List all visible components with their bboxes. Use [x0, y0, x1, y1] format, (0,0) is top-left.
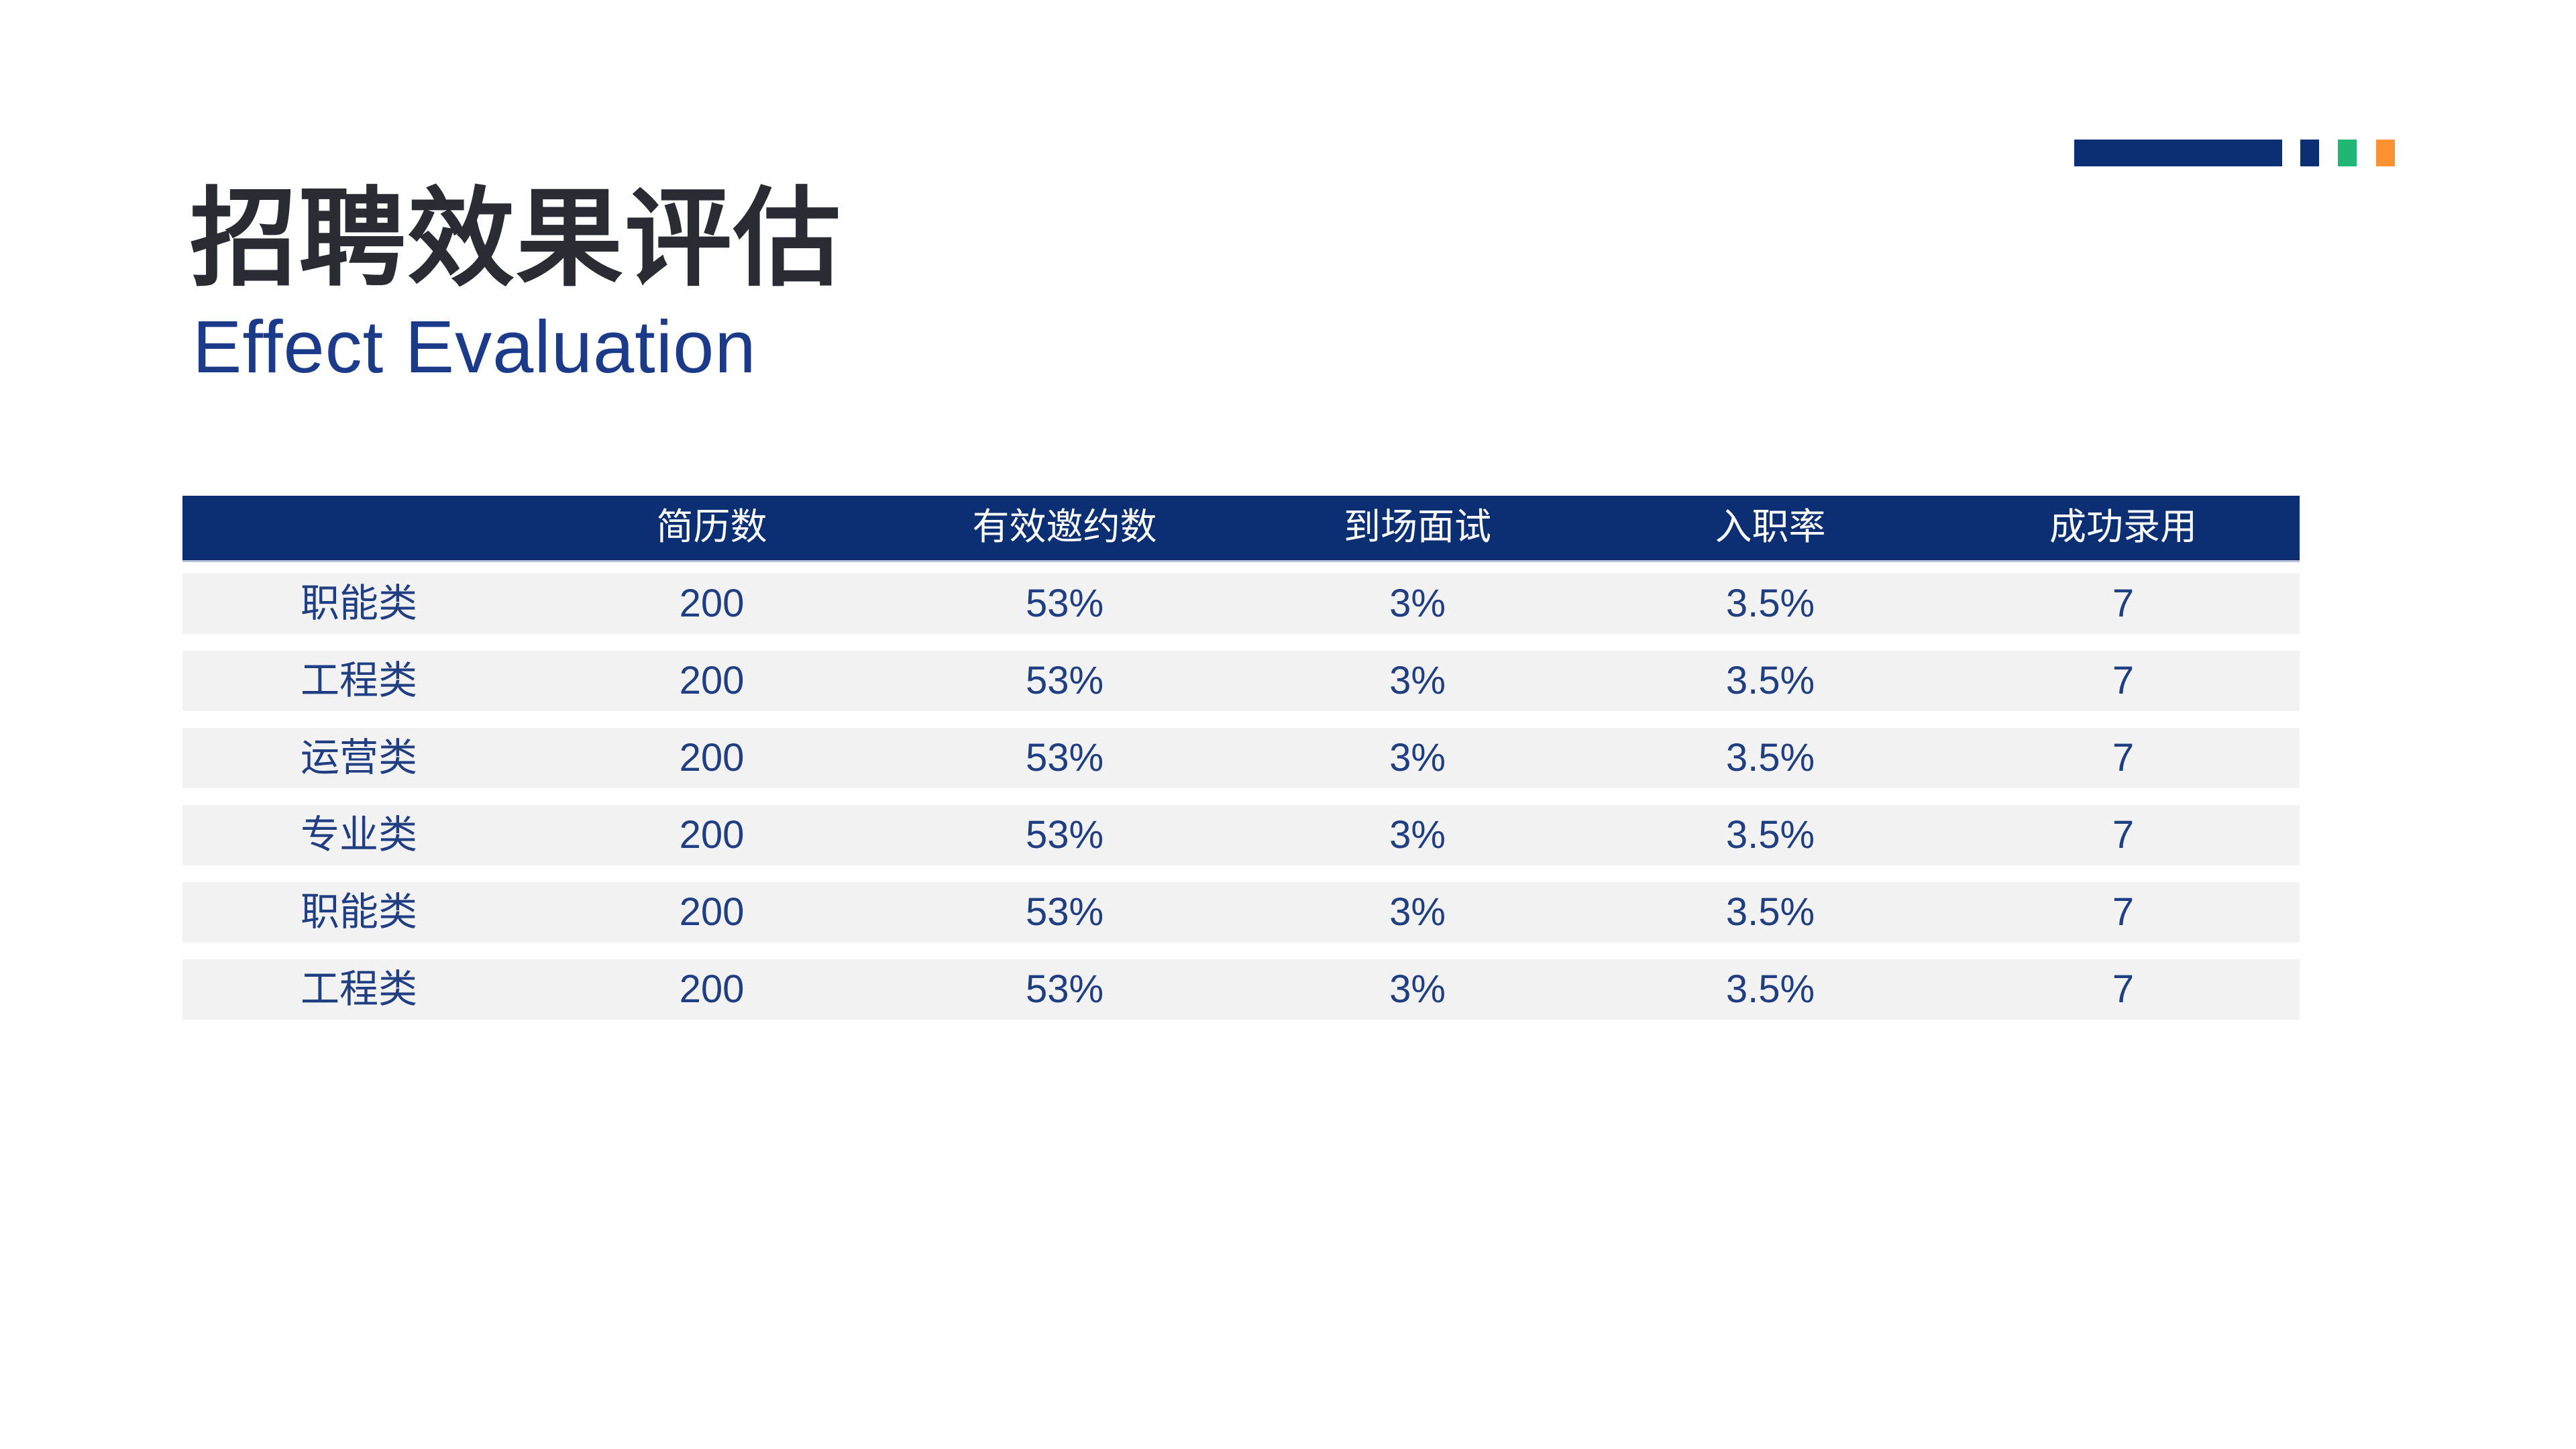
table-header-cell-interviews: 到场面试	[1343, 506, 1491, 547]
table-cell: 7	[2112, 582, 2135, 625]
table-cell: 200	[679, 890, 745, 934]
table-row: 工程类 200 53% 3% 3.5% 7	[182, 959, 2300, 1020]
table-cell: 53%	[1025, 582, 1104, 625]
table-header-cell-resumes: 简历数	[656, 506, 767, 547]
table-cell: 53%	[1025, 890, 1104, 934]
table-header-row: 简历数 有效邀约数 到场面试 入职率 成功录用	[182, 496, 2300, 560]
table-cell: 3%	[1389, 967, 1446, 1011]
row-label: 工程类	[300, 659, 417, 702]
table-cell: 7	[2112, 967, 2135, 1011]
table-cell: 3%	[1389, 582, 1446, 625]
row-label: 工程类	[300, 967, 417, 1011]
row-label: 职能类	[300, 890, 417, 934]
table-header-cell-invites: 有效邀约数	[972, 506, 1157, 547]
table-row: 职能类 200 53% 3% 3.5% 7	[182, 882, 2300, 943]
table-cell: 200	[679, 967, 745, 1011]
table-row: 工程类 200 53% 3% 3.5% 7	[182, 651, 2300, 711]
table-cell: 200	[679, 736, 745, 780]
row-label: 运营类	[300, 736, 417, 780]
table-cell: 7	[2112, 890, 2135, 934]
table-cell: 3.5%	[1725, 736, 1815, 780]
table-row: 职能类 200 53% 3% 3.5% 7	[182, 574, 2300, 634]
deco-square-navy	[2300, 140, 2319, 166]
row-label: 职能类	[300, 582, 417, 625]
table-cell: 53%	[1025, 736, 1104, 780]
table-header-cell-hired: 成功录用	[2049, 506, 2197, 547]
table-cell: 3%	[1389, 890, 1446, 934]
deco-square-orange	[2376, 140, 2395, 166]
table-cell: 200	[679, 813, 745, 857]
table-cell: 3%	[1389, 813, 1446, 857]
table-cell: 53%	[1025, 813, 1104, 857]
page-subtitle: Effect Evaluation	[193, 306, 757, 388]
table-cell: 200	[679, 659, 745, 702]
table-cell: 3.5%	[1725, 813, 1815, 857]
deco-square-green	[2338, 140, 2357, 166]
evaluation-table: 简历数 有效邀约数 到场面试 入职率 成功录用 职能类 200 53% 3% 3…	[182, 496, 2300, 1036]
table-cell: 3.5%	[1725, 659, 1815, 702]
table-cell: 3%	[1389, 659, 1446, 702]
table-cell: 200	[679, 582, 745, 625]
table-cell: 3%	[1389, 736, 1446, 780]
table-cell: 3.5%	[1725, 890, 1815, 934]
page-title: 招聘效果评估	[190, 178, 843, 299]
table-cell: 3.5%	[1725, 582, 1815, 625]
table-cell: 7	[2112, 659, 2135, 702]
table-cell: 7	[2112, 813, 2135, 857]
row-label: 专业类	[300, 813, 417, 857]
table-header-cell-hire-rate: 入职率	[1715, 506, 1826, 547]
table-cell: 53%	[1025, 659, 1104, 702]
table-row: 专业类 200 53% 3% 3.5% 7	[182, 805, 2300, 865]
table-row: 运营类 200 53% 3% 3.5% 7	[182, 728, 2300, 788]
table-cell: 53%	[1025, 967, 1104, 1011]
table-cell: 3.5%	[1725, 967, 1815, 1011]
table-header-cell-blank	[182, 496, 535, 558]
deco-long-bar	[2074, 140, 2282, 166]
table-cell: 7	[2112, 736, 2135, 780]
